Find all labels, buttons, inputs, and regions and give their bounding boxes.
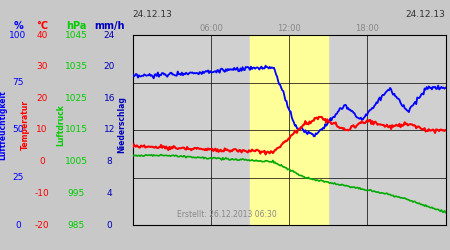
Text: 50: 50 <box>12 126 24 134</box>
Text: Luftdruck: Luftdruck <box>56 104 65 146</box>
Text: 24.12.13: 24.12.13 <box>405 10 446 19</box>
Text: 995: 995 <box>68 189 85 198</box>
Text: 0: 0 <box>107 220 112 230</box>
Text: 0: 0 <box>39 157 45 166</box>
Text: -20: -20 <box>35 220 49 230</box>
Text: mm/h: mm/h <box>94 21 125 31</box>
Text: 25: 25 <box>12 173 24 182</box>
Text: 985: 985 <box>68 220 85 230</box>
Text: 0: 0 <box>15 220 21 230</box>
Text: 100: 100 <box>9 30 27 40</box>
Text: 1025: 1025 <box>65 94 88 103</box>
Text: 20: 20 <box>36 94 48 103</box>
Text: 06:00: 06:00 <box>199 24 223 33</box>
Text: 1015: 1015 <box>65 126 88 134</box>
Text: 1005: 1005 <box>65 157 88 166</box>
Text: 75: 75 <box>12 78 24 87</box>
Text: hPa: hPa <box>66 21 87 31</box>
Text: -10: -10 <box>35 189 49 198</box>
Text: 18:00: 18:00 <box>356 24 379 33</box>
Text: 1045: 1045 <box>65 30 88 40</box>
Text: 24: 24 <box>104 30 115 40</box>
Text: 10: 10 <box>36 126 48 134</box>
Text: 24.12.13: 24.12.13 <box>133 10 173 19</box>
Text: Erstellt: 26.12.2013 06:30: Erstellt: 26.12.2013 06:30 <box>177 210 276 219</box>
Text: Luftfeuchtigkeit: Luftfeuchtigkeit <box>0 90 7 160</box>
Text: 40: 40 <box>36 30 48 40</box>
Text: Niederschlag: Niederschlag <box>117 96 126 154</box>
Text: 12: 12 <box>104 126 115 134</box>
Text: 16: 16 <box>104 94 115 103</box>
Text: 8: 8 <box>107 157 112 166</box>
Text: 30: 30 <box>36 62 48 71</box>
Bar <box>250 35 328 225</box>
Text: Temperatur: Temperatur <box>21 100 30 150</box>
Text: 12:00: 12:00 <box>277 24 301 33</box>
Text: 4: 4 <box>107 189 112 198</box>
Text: °C: °C <box>36 21 48 31</box>
Text: 1035: 1035 <box>65 62 88 71</box>
Text: %: % <box>13 21 23 31</box>
Text: 20: 20 <box>104 62 115 71</box>
